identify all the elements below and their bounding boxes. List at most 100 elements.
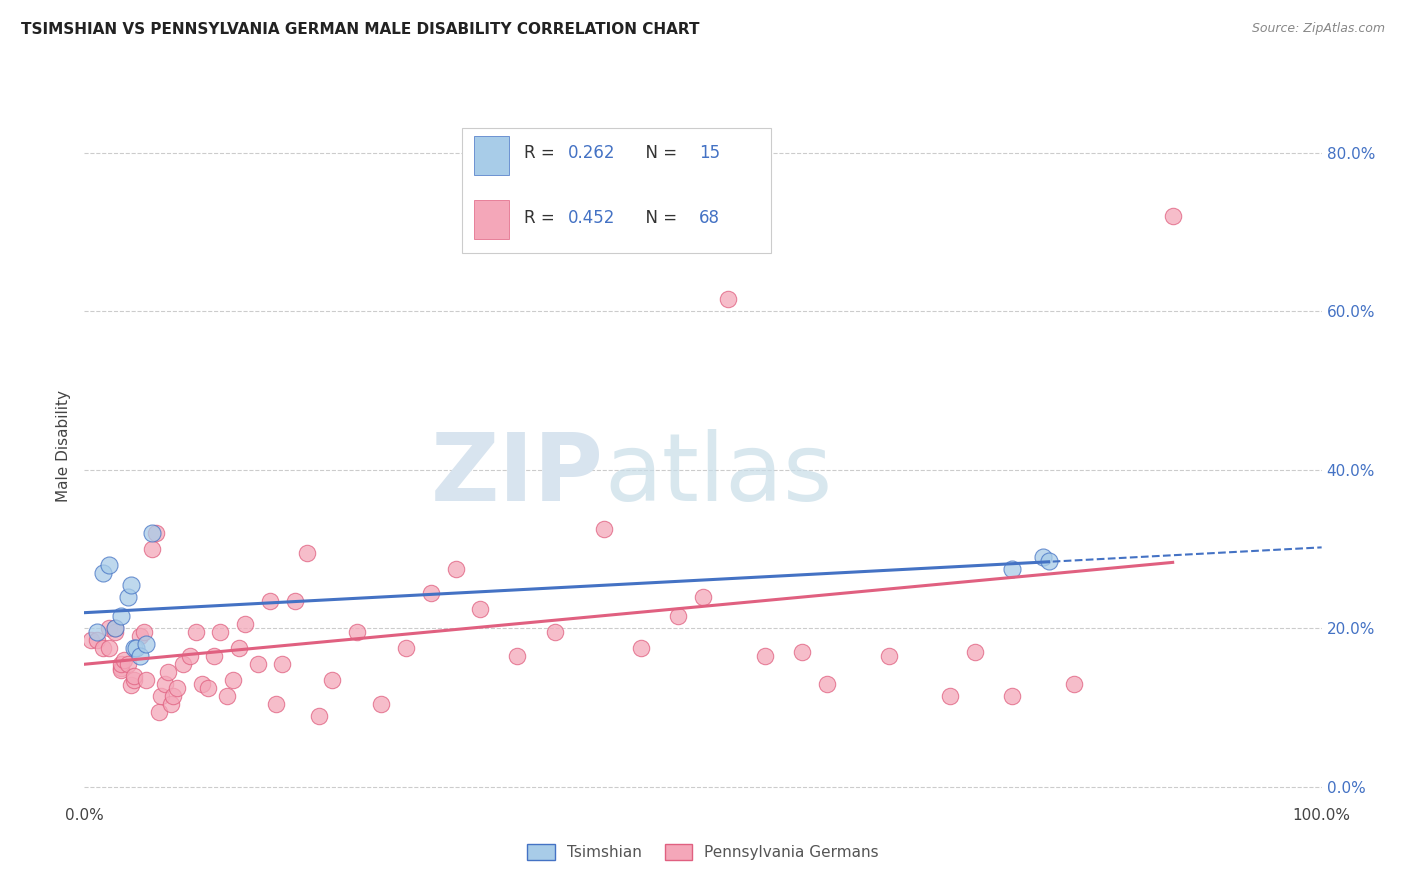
Text: TSIMSHIAN VS PENNSYLVANIA GERMAN MALE DISABILITY CORRELATION CHART: TSIMSHIAN VS PENNSYLVANIA GERMAN MALE DI… (21, 22, 700, 37)
Point (259, 593, 281, 607)
Point (191, 677, 214, 691)
FancyBboxPatch shape (461, 128, 770, 253)
Point (346, 625, 368, 640)
Y-axis label: Male Disability: Male Disability (56, 390, 72, 502)
Point (1001, 689, 1024, 703)
Point (717, 293, 740, 307)
Point (506, 649, 529, 664)
Text: N =: N = (636, 145, 682, 162)
Point (419, 585, 441, 599)
Point (122, 669, 145, 683)
Bar (474, 136, 509, 175)
Point (110, 663, 132, 677)
Point (321, 673, 343, 687)
Point (184, 625, 207, 640)
Point (132, 625, 155, 640)
Point (666, 609, 689, 624)
Point (162, 689, 184, 703)
Point (179, 649, 201, 664)
Point (1032, 549, 1054, 564)
Point (141, 542, 163, 557)
Point (98, 641, 121, 656)
Point (754, 649, 776, 664)
Text: R =: R = (523, 209, 560, 227)
Point (295, 546, 318, 560)
Point (197, 681, 219, 695)
Text: R =: R = (523, 145, 560, 162)
Point (141, 526, 163, 541)
Point (150, 689, 173, 703)
Point (110, 657, 132, 671)
Point (104, 621, 127, 635)
Point (228, 641, 250, 656)
Point (284, 593, 307, 607)
Point (209, 625, 232, 640)
Point (939, 689, 962, 703)
Point (395, 641, 418, 656)
Point (157, 665, 180, 679)
Point (129, 649, 152, 664)
Point (166, 681, 188, 695)
Point (98, 621, 121, 635)
Point (122, 673, 145, 687)
Point (117, 590, 139, 604)
Point (86, 633, 108, 648)
Point (246, 657, 269, 671)
Point (86, 625, 108, 640)
Point (233, 617, 256, 632)
Text: ZIP: ZIP (432, 428, 605, 521)
Text: 0.452: 0.452 (568, 209, 616, 227)
Point (815, 677, 838, 691)
Point (543, 625, 565, 640)
Point (444, 562, 467, 576)
Point (104, 625, 127, 640)
Point (110, 609, 132, 624)
Point (122, 641, 145, 656)
Point (110, 661, 132, 675)
Point (215, 689, 238, 703)
Text: N =: N = (636, 209, 682, 227)
Text: Source: ZipAtlas.com: Source: ZipAtlas.com (1251, 22, 1385, 36)
Point (79, 633, 101, 648)
Point (308, 708, 330, 723)
Point (160, 697, 183, 711)
Point (135, 673, 157, 687)
Point (965, 645, 987, 659)
Point (877, 649, 900, 664)
Point (172, 657, 194, 671)
Point (135, 637, 157, 651)
Point (1001, 562, 1024, 576)
Point (120, 678, 142, 692)
Point (129, 629, 152, 643)
Point (104, 621, 127, 635)
Text: atlas: atlas (605, 428, 832, 521)
Point (593, 522, 616, 536)
Point (470, 601, 492, 615)
Point (148, 705, 170, 719)
Point (117, 657, 139, 671)
Point (1063, 677, 1085, 691)
Point (125, 641, 148, 656)
Point (1038, 554, 1060, 568)
Point (271, 657, 294, 671)
Point (91, 566, 114, 580)
Point (222, 673, 245, 687)
Point (112, 653, 135, 667)
Bar (474, 200, 509, 239)
Point (120, 578, 142, 592)
Text: 0.262: 0.262 (568, 145, 616, 162)
Point (790, 645, 813, 659)
Text: 15: 15 (699, 145, 720, 162)
Point (1161, 209, 1184, 223)
Legend: Tsimshian, Pennsylvania Germans: Tsimshian, Pennsylvania Germans (522, 838, 884, 866)
Text: 68: 68 (699, 209, 720, 227)
Point (145, 526, 167, 541)
Point (153, 677, 176, 691)
Point (98, 558, 121, 572)
Point (202, 649, 225, 664)
Point (264, 697, 287, 711)
Point (692, 590, 714, 604)
Point (630, 641, 652, 656)
Point (91, 641, 114, 656)
Point (370, 697, 392, 711)
